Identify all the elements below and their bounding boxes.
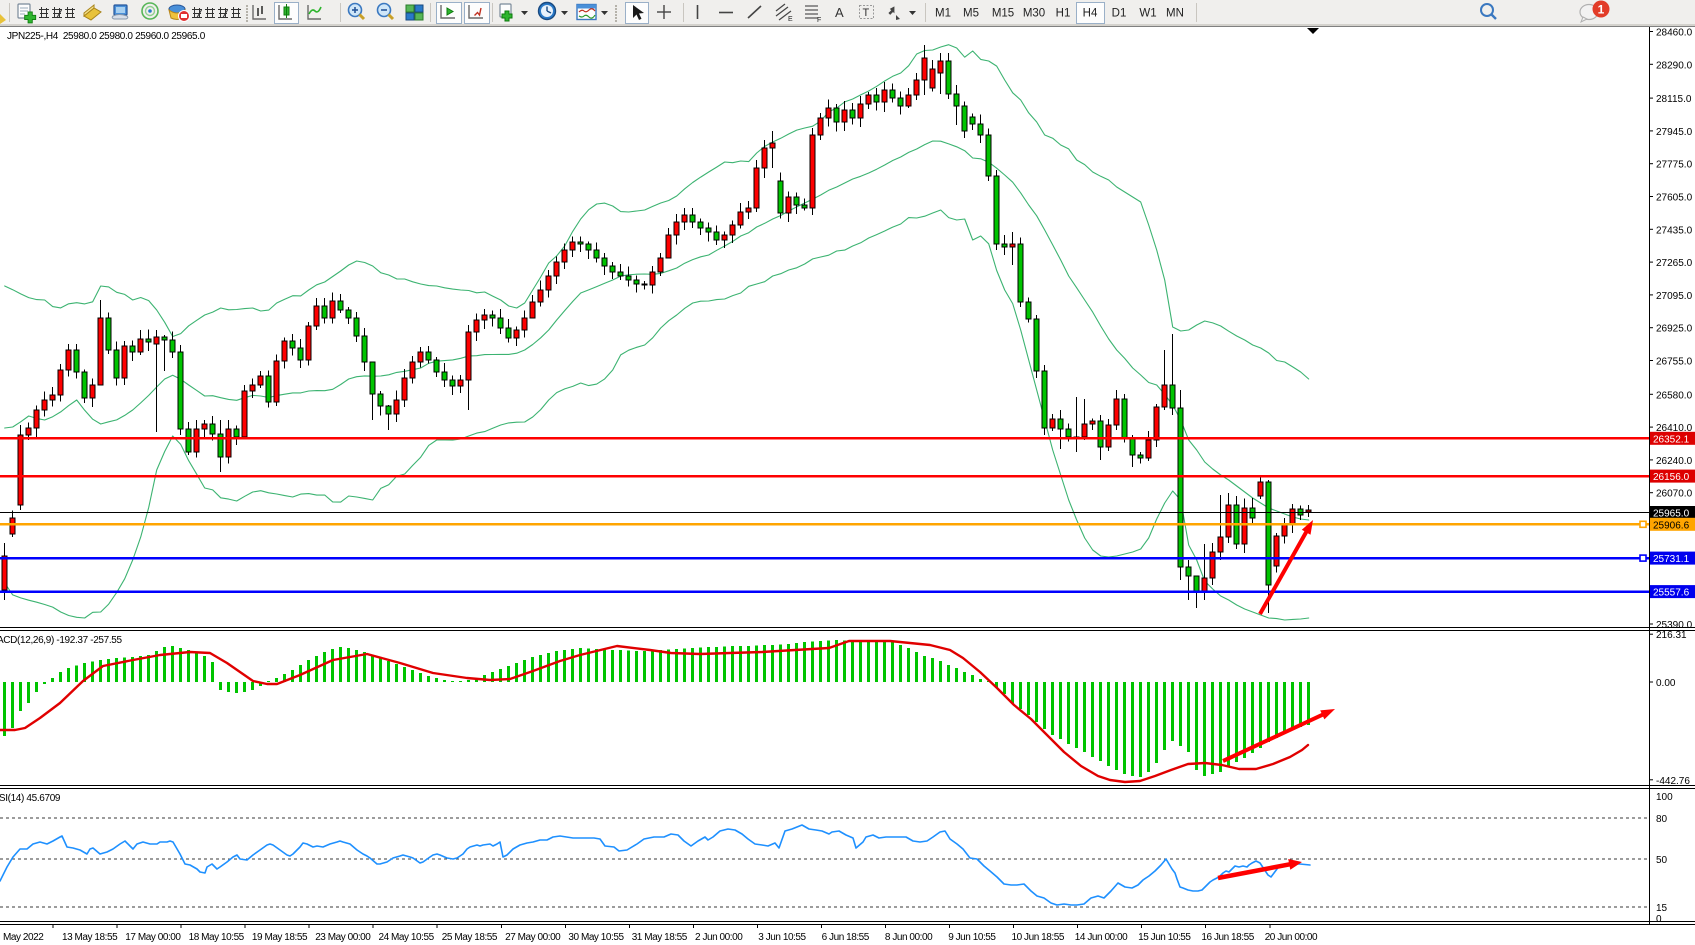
svg-text:28460.0: 28460.0	[1656, 28, 1693, 39]
svg-text:80: 80	[1656, 814, 1668, 825]
svg-text:6 Jun 18:55: 6 Jun 18:55	[822, 932, 870, 943]
svg-text:M5: M5	[963, 8, 979, 20]
svg-text:E: E	[788, 16, 793, 23]
svg-text:MACD(12,26,9) -192.37 -257.55: MACD(12,26,9) -192.37 -257.55	[0, 635, 122, 646]
svg-text:13 May 18:55: 13 May 18:55	[62, 932, 118, 943]
svg-text:15: 15	[1656, 903, 1668, 914]
svg-text:MN: MN	[1166, 8, 1184, 20]
svg-text:W1: W1	[1139, 8, 1156, 20]
svg-text:JPN225-,H4 25980.0 25980.0 25: JPN225-,H4 25980.0 25980.0 25960.0 25965…	[7, 31, 206, 42]
svg-text:216.31: 216.31	[1656, 630, 1687, 641]
svg-text:May 2022: May 2022	[3, 932, 44, 943]
svg-text:H1: H1	[1056, 8, 1071, 20]
svg-text:16 Jun 18:55: 16 Jun 18:55	[1201, 932, 1254, 943]
svg-text:20 Jun 00:00: 20 Jun 00:00	[1265, 932, 1318, 943]
svg-text:9 Jun 10:55: 9 Jun 10:55	[948, 932, 996, 943]
svg-text:100: 100	[1656, 792, 1673, 803]
svg-text:M30: M30	[1023, 8, 1045, 20]
svg-text:25906.6: 25906.6	[1653, 520, 1690, 531]
svg-text:-442.76: -442.76	[1656, 776, 1690, 787]
svg-text:T: T	[863, 7, 870, 19]
svg-text:27775.0: 27775.0	[1656, 160, 1693, 171]
svg-text:0.00: 0.00	[1656, 678, 1676, 689]
svg-text:3 Jun 10:55: 3 Jun 10:55	[758, 932, 806, 943]
svg-text:28115.0: 28115.0	[1656, 94, 1692, 105]
svg-text:2 Jun 00:00: 2 Jun 00:00	[695, 932, 743, 943]
svg-text:F: F	[817, 17, 821, 24]
svg-text:27 May 00:00: 27 May 00:00	[505, 932, 561, 943]
svg-text:26070.0: 26070.0	[1656, 489, 1693, 500]
svg-text:23 May 00:00: 23 May 00:00	[315, 932, 371, 943]
svg-text:15 Jun 10:55: 15 Jun 10:55	[1138, 932, 1191, 943]
svg-text:18 May 10:55: 18 May 10:55	[189, 932, 245, 943]
svg-text:19 May 18:55: 19 May 18:55	[252, 932, 308, 943]
svg-text:M1: M1	[935, 8, 951, 20]
svg-text:M15: M15	[992, 8, 1014, 20]
svg-text:RSI(14) 45.6709: RSI(14) 45.6709	[0, 793, 61, 804]
svg-text:H4: H4	[1083, 8, 1098, 20]
svg-text:26755.0: 26755.0	[1656, 357, 1693, 368]
svg-text:25965.0: 25965.0	[1653, 509, 1690, 520]
svg-text:27095.0: 27095.0	[1656, 291, 1693, 302]
svg-text:8 Jun 00:00: 8 Jun 00:00	[885, 932, 933, 943]
svg-text:26580.0: 26580.0	[1656, 390, 1693, 401]
svg-text:10 Jun 18:55: 10 Jun 18:55	[1012, 932, 1065, 943]
svg-text:14 Jun 00:00: 14 Jun 00:00	[1075, 932, 1128, 943]
svg-text:26925.0: 26925.0	[1656, 324, 1693, 335]
svg-text:1: 1	[1598, 3, 1605, 17]
svg-text:0: 0	[1656, 914, 1662, 925]
svg-text:24 May 10:55: 24 May 10:55	[379, 932, 435, 943]
svg-text:26352.1: 26352.1	[1653, 434, 1690, 445]
svg-text:25731.1: 25731.1	[1653, 554, 1690, 565]
svg-text:50: 50	[1656, 855, 1668, 866]
svg-text:17 May 00:00: 17 May 00:00	[125, 932, 181, 943]
svg-text:27265.0: 27265.0	[1656, 258, 1693, 269]
svg-text:31 May 18:55: 31 May 18:55	[632, 932, 688, 943]
svg-text:26410.0: 26410.0	[1656, 423, 1693, 434]
svg-text:D1: D1	[1112, 8, 1127, 20]
svg-text:26240.0: 26240.0	[1656, 456, 1693, 467]
svg-text:27435.0: 27435.0	[1656, 225, 1693, 236]
svg-text:25557.6: 25557.6	[1653, 588, 1690, 599]
svg-text:26156.0: 26156.0	[1653, 472, 1690, 483]
svg-text:27945.0: 27945.0	[1656, 127, 1693, 138]
svg-text:30 May 10:55: 30 May 10:55	[568, 932, 624, 943]
svg-text:28290.0: 28290.0	[1656, 60, 1693, 71]
svg-text:A: A	[835, 5, 844, 20]
svg-text:27605.0: 27605.0	[1656, 193, 1693, 204]
svg-text:25390.0: 25390.0	[1656, 620, 1693, 631]
svg-text:25 May 18:55: 25 May 18:55	[442, 932, 498, 943]
